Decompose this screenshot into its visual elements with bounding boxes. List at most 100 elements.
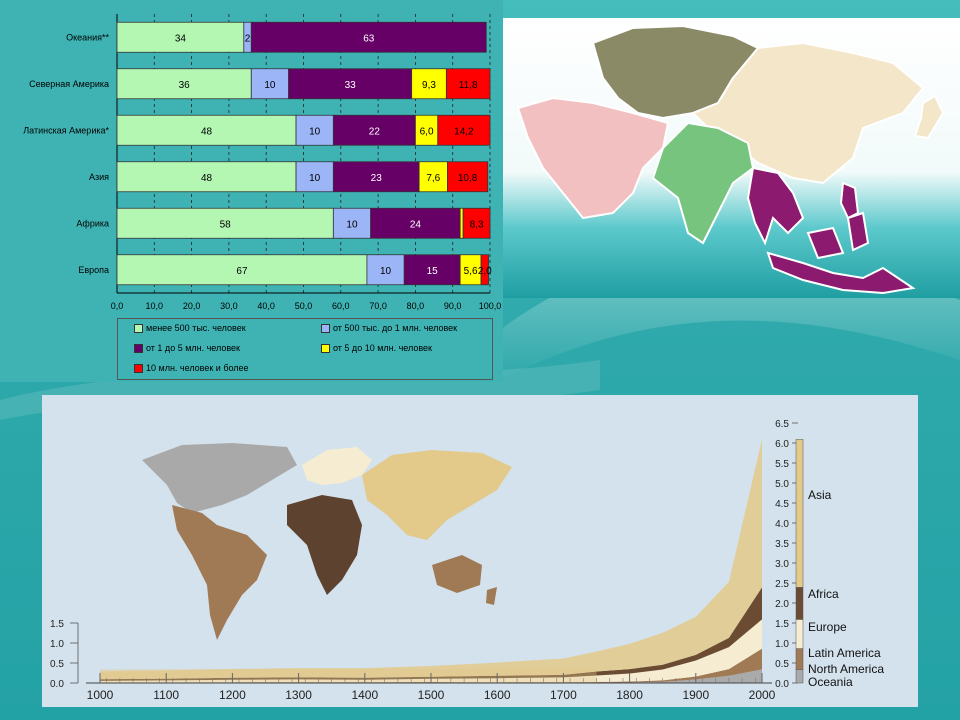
series-label: Latin America [808,646,881,660]
bar-value-label: 10 [309,173,321,184]
x-tick-label: 1900 [682,688,709,702]
bar-segment [459,207,464,239]
y-right-tick-label: 6.5 [775,419,789,430]
legend-label-5: 10 млн. человек и более [146,363,249,373]
world-population-panel: 1000 1100 1200 1300 1400 1500 1600 1700 1800 1900… [42,395,918,707]
y-right-tick-label: 2.0 [775,599,789,610]
x-tick-label: 90,0 [444,301,462,311]
y-left-tick-label: 1.0 [50,639,64,650]
bar-value-label: 7,6 [426,173,440,184]
legend-label-4: от 5 до 10 млн. человек [333,343,432,353]
x-tick-label: 1700 [550,688,577,702]
y-right-tick-label: 1.0 [775,639,789,650]
y-right-tick-label: 3.0 [775,559,789,570]
x-tick-label: 0,0 [111,301,124,311]
x-tick-label: 1600 [484,688,511,702]
latin-america-shape [172,505,267,640]
south-asia-region [651,121,755,245]
series-label-line: North America [808,662,884,676]
x-tick-label: 20,0 [183,301,201,311]
y-right-tick-label: 0.5 [775,659,789,670]
x-tick-label: 1400 [351,688,378,702]
bar-value-label: 58 [220,219,232,230]
bar-segment [116,161,297,193]
bar-value-label: 6,0 [420,126,434,137]
bar-value-label: 36 [179,80,191,91]
series-label-line: Latin America [808,646,881,660]
bar-segment [437,114,491,146]
legend-column-segment [795,619,804,649]
x-tick-label: 1500 [418,688,445,702]
legend-column-segment [795,439,804,588]
bar-segment [250,21,487,53]
legend-item-5: 10 млн. человек и более [134,363,249,373]
legend-swatch-2 [321,323,330,333]
category-label: Океания** [66,32,109,42]
legend-swatch-1 [134,323,143,333]
japan-region [913,94,945,140]
bar-value-label: 10 [264,80,276,91]
x-tick-label: 80,0 [407,301,425,311]
legend-label-2: от 500 тыс. до 1 млн. человек [333,323,458,333]
bar-value-label: 33 [345,80,357,91]
y-left-tick-label: 0.0 [50,679,64,690]
bar-segment [332,114,416,146]
southeast-asia-region [746,166,805,246]
bar-segment [445,68,491,100]
pre-industrial-band [100,669,597,683]
bar-segment [332,161,420,193]
series-label: North America Oceania [808,662,884,689]
legend-item-2: от 500 тыс. до 1 млн. человек [321,323,457,333]
bar-segment [411,68,447,100]
bar-segment [447,161,489,193]
category-label: Северная Америка [29,79,109,89]
bar-value-label: 2,0 [478,266,492,277]
y-right-tick-label: 0.0 [775,679,789,690]
y-right-tick-label: 5.5 [775,459,789,470]
bar-value-label: 10 [309,126,321,137]
bar-segment [366,254,405,286]
bar-segment [116,114,297,146]
world-population-chart: 1000 1100 1200 1300 1400 1500 1600 1700 1800 1900… [50,419,884,702]
bar-value-label: 67 [236,266,248,277]
bar-segment [332,207,372,239]
bar-value-label: 63 [363,33,375,44]
africa-shape [287,495,362,595]
bar-chart: 0,0 10,0 20,0 30,0 40,0 50,0 60,0 70,0 80,0 90,0 1… [23,14,501,311]
y-right-tick-label: 6.0 [775,439,789,450]
bar-value-label: 9,3 [422,80,436,91]
x-tick-label: 10,0 [146,301,164,311]
y-left-tick-label: 1.5 [50,619,64,630]
bar-value-label: 2 [245,33,251,44]
bar-segment [116,21,245,53]
y-right-tick-label: 3.5 [775,539,789,550]
series-label: Africa [808,587,839,601]
series-label: Asia [808,488,832,502]
legend-swatch-5 [134,363,143,373]
bar-value-label: 5,6 [464,266,478,277]
north-america-shape [142,443,297,513]
indonesia-region [766,211,916,295]
x-tick-label: 60,0 [332,301,350,311]
bar-segment [295,114,334,146]
bar-value-label: 24 [410,219,422,230]
bar-segment [462,207,491,239]
x-tick-label: 40,0 [257,301,275,311]
bar-value-label: 14,2 [454,126,474,137]
x-tick-label: 50,0 [295,301,313,311]
bar-segment [288,68,413,100]
middle-east-region [516,96,670,220]
legend-label-3: от 1 до 5 млн. человек [146,343,240,353]
legend-item-4: от 5 до 10 млн. человек [321,343,432,353]
series-label: Europe [808,620,847,634]
legend-column-segment [795,587,804,620]
bar-value-label: 22 [369,126,381,137]
bar-value-label: 34 [175,33,187,44]
series-label-line: Europe [808,620,847,634]
bar-value-label: 48 [201,173,213,184]
bar-value-label: 10 [380,266,392,277]
x-tick-label: 1300 [285,688,312,702]
bar-value-label: 11,8 [459,80,478,91]
world-map [142,443,512,640]
series-label-line: Oceania [808,675,853,689]
